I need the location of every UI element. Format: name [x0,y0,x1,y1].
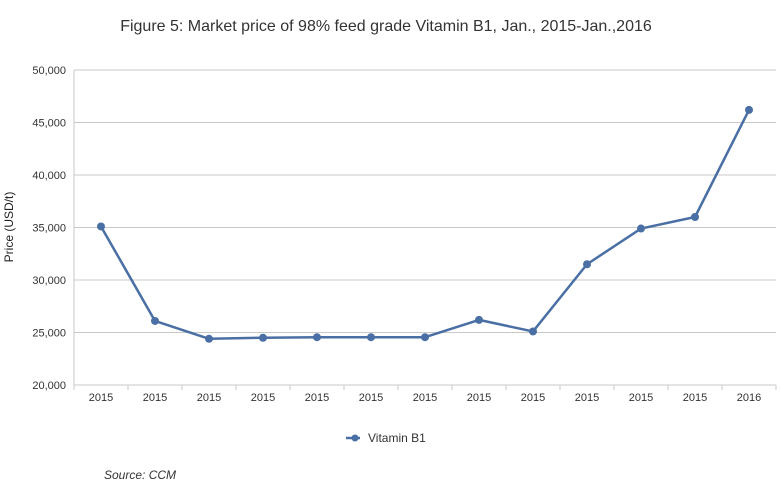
data-point[interactable] [367,333,375,342]
data-point[interactable] [691,213,699,221]
y-tick-label: 45,000 [32,118,66,130]
x-tick-label: 2015 [359,392,383,404]
x-tick-label: 2015 [521,392,545,404]
y-tick-label: 50,000 [32,65,66,77]
x-tick-label: 2015 [143,392,167,404]
legend-entry-vitamin-b1: Vitamin B1 [368,431,426,445]
x-tick-label: 2015 [575,392,599,404]
x-tick-label: 2015 [467,392,491,404]
x-tick-label: 2015 [89,392,113,404]
data-point[interactable] [97,222,105,231]
legend-point-marker [351,434,359,442]
x-tick-label: 2015 [305,392,329,404]
x-tick-label: 2015 [197,392,221,404]
y-tick-label: 25,000 [32,328,66,340]
data-point[interactable] [151,316,159,325]
x-axis-ticks: 2015 2015 2015 2015 2015 2015 2015 2015 2015 2015… [73,385,777,404]
y-axis-label: Price (USD/t) [2,192,16,263]
legend[interactable]: Vitamin B1 [346,431,426,445]
data-point[interactable] [745,105,753,114]
chart-title: Figure 5: Market price of 98% feed grade… [120,18,652,35]
data-point[interactable] [421,333,429,342]
y-tick-label: 30,000 [32,275,66,287]
data-point[interactable] [637,224,645,233]
data-point[interactable] [259,333,267,342]
data-point[interactable] [205,334,213,343]
data-point[interactable] [583,260,591,269]
x-tick-label: 2015 [683,392,707,404]
x-tick-label: 2016 [737,392,761,404]
x-tick-label: 2015 [629,392,653,404]
series-line-vitamin-b1 [99,109,751,341]
series-group [97,105,753,343]
data-point[interactable] [475,315,483,324]
y-tick-label: 40,000 [32,170,66,182]
source-note: Source: CCM [104,468,177,482]
y-tick-label: 20,000 [32,380,66,392]
x-tick-label: 2015 [251,392,275,404]
y-axis-ticks: 20,000 25,000 30,000 35,000 40,000 45,000 50,0… [32,65,66,392]
y-tick-label: 35,000 [32,223,66,235]
data-point[interactable] [313,333,321,342]
data-point[interactable] [529,327,537,336]
x-tick-label: 2015 [413,392,437,404]
